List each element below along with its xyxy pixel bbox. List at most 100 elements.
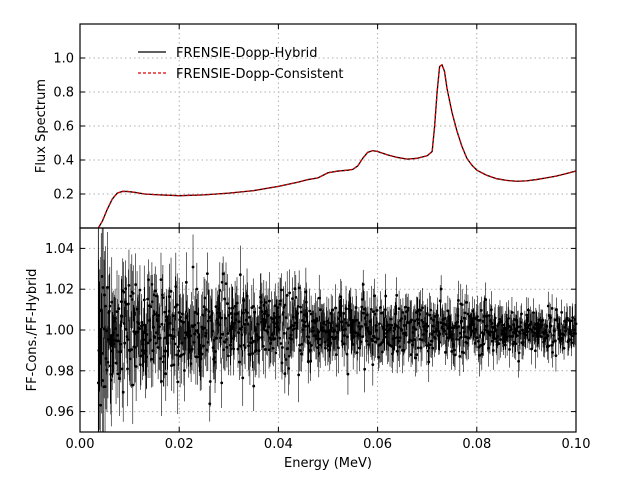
data-point [299,310,303,314]
data-point [126,367,129,371]
data-point [416,346,420,350]
data-point [516,334,520,338]
data-point [222,348,226,352]
data-point [322,320,326,324]
top-grid [79,24,577,228]
x-tick-label: 0.00 [66,437,95,452]
data-point [569,338,573,342]
data-point [425,312,429,315]
data-point [406,309,410,312]
data-point [402,323,406,327]
data-point [549,316,553,320]
data-point [180,353,183,357]
data-point [219,316,223,320]
data-point [173,342,177,346]
data-point [383,328,387,332]
data-point [115,310,119,314]
data-point [182,320,185,324]
data-point [324,346,327,350]
data-point [371,310,375,314]
data-point [139,363,142,367]
data-point [342,311,346,315]
data-point [285,293,289,297]
bottom-y-tick-label: 0.98 [45,364,74,379]
data-point [360,305,364,309]
data-point [246,322,250,326]
series-line-hybrid [97,64,577,229]
data-point [190,347,194,351]
data-point [377,355,380,359]
data-point [169,289,173,293]
data-point [403,305,407,309]
data-point [106,360,110,364]
data-point [404,331,408,335]
data-point [382,332,386,336]
data-point [114,361,118,365]
data-point [292,327,296,331]
data-point [508,347,511,351]
data-point [142,298,146,302]
data-point [465,341,469,345]
data-point [127,284,131,287]
data-point [158,336,162,340]
data-point [493,316,497,320]
data-point [400,317,403,320]
data-point [362,311,366,315]
data-point [227,354,230,358]
series-line-consistent [97,64,577,229]
data-point [161,293,164,297]
data-point [456,320,459,324]
data-point [241,311,245,315]
data-point [306,360,310,364]
data-point [435,313,439,317]
xlabel: Energy (MeV) [284,456,372,471]
data-point [282,331,286,335]
data-point [231,306,235,310]
data-point [129,348,133,352]
data-point [150,283,154,286]
data-point [456,299,460,302]
data-point [123,341,127,345]
data-point [251,305,255,308]
data-point [146,341,150,345]
data-point [118,342,122,346]
data-point [339,304,343,308]
top-line-series [97,64,577,229]
data-point [457,325,461,328]
data-point [113,317,117,320]
data-point [164,372,168,376]
data-point [131,383,135,387]
data-point [247,344,250,348]
data-point [227,306,231,310]
data-point [331,308,335,312]
bottom-ylabel: FF-Cons./FF-Hybrid [25,269,40,392]
data-point [554,339,557,343]
data-point [336,346,340,350]
data-point [571,316,575,319]
data-point [288,291,292,295]
data-point [383,308,387,312]
data-point [161,296,165,300]
data-point [116,372,120,376]
data-point [410,318,413,322]
data-point [359,340,363,344]
data-point [463,311,467,315]
data-point [467,336,470,340]
data-point [219,336,223,340]
data-point [151,325,155,329]
data-point [278,302,282,306]
data-point [475,336,479,340]
data-point [213,360,217,364]
bottom-y-tick-label: 0.96 [45,405,74,420]
data-point [232,347,236,351]
data-point [205,272,209,276]
data-point [479,308,483,312]
data-point [195,355,199,359]
data-point [171,327,175,331]
x-tick-label: 0.08 [462,437,491,452]
data-point [554,354,558,358]
data-point [147,278,150,282]
data-point [547,344,551,348]
